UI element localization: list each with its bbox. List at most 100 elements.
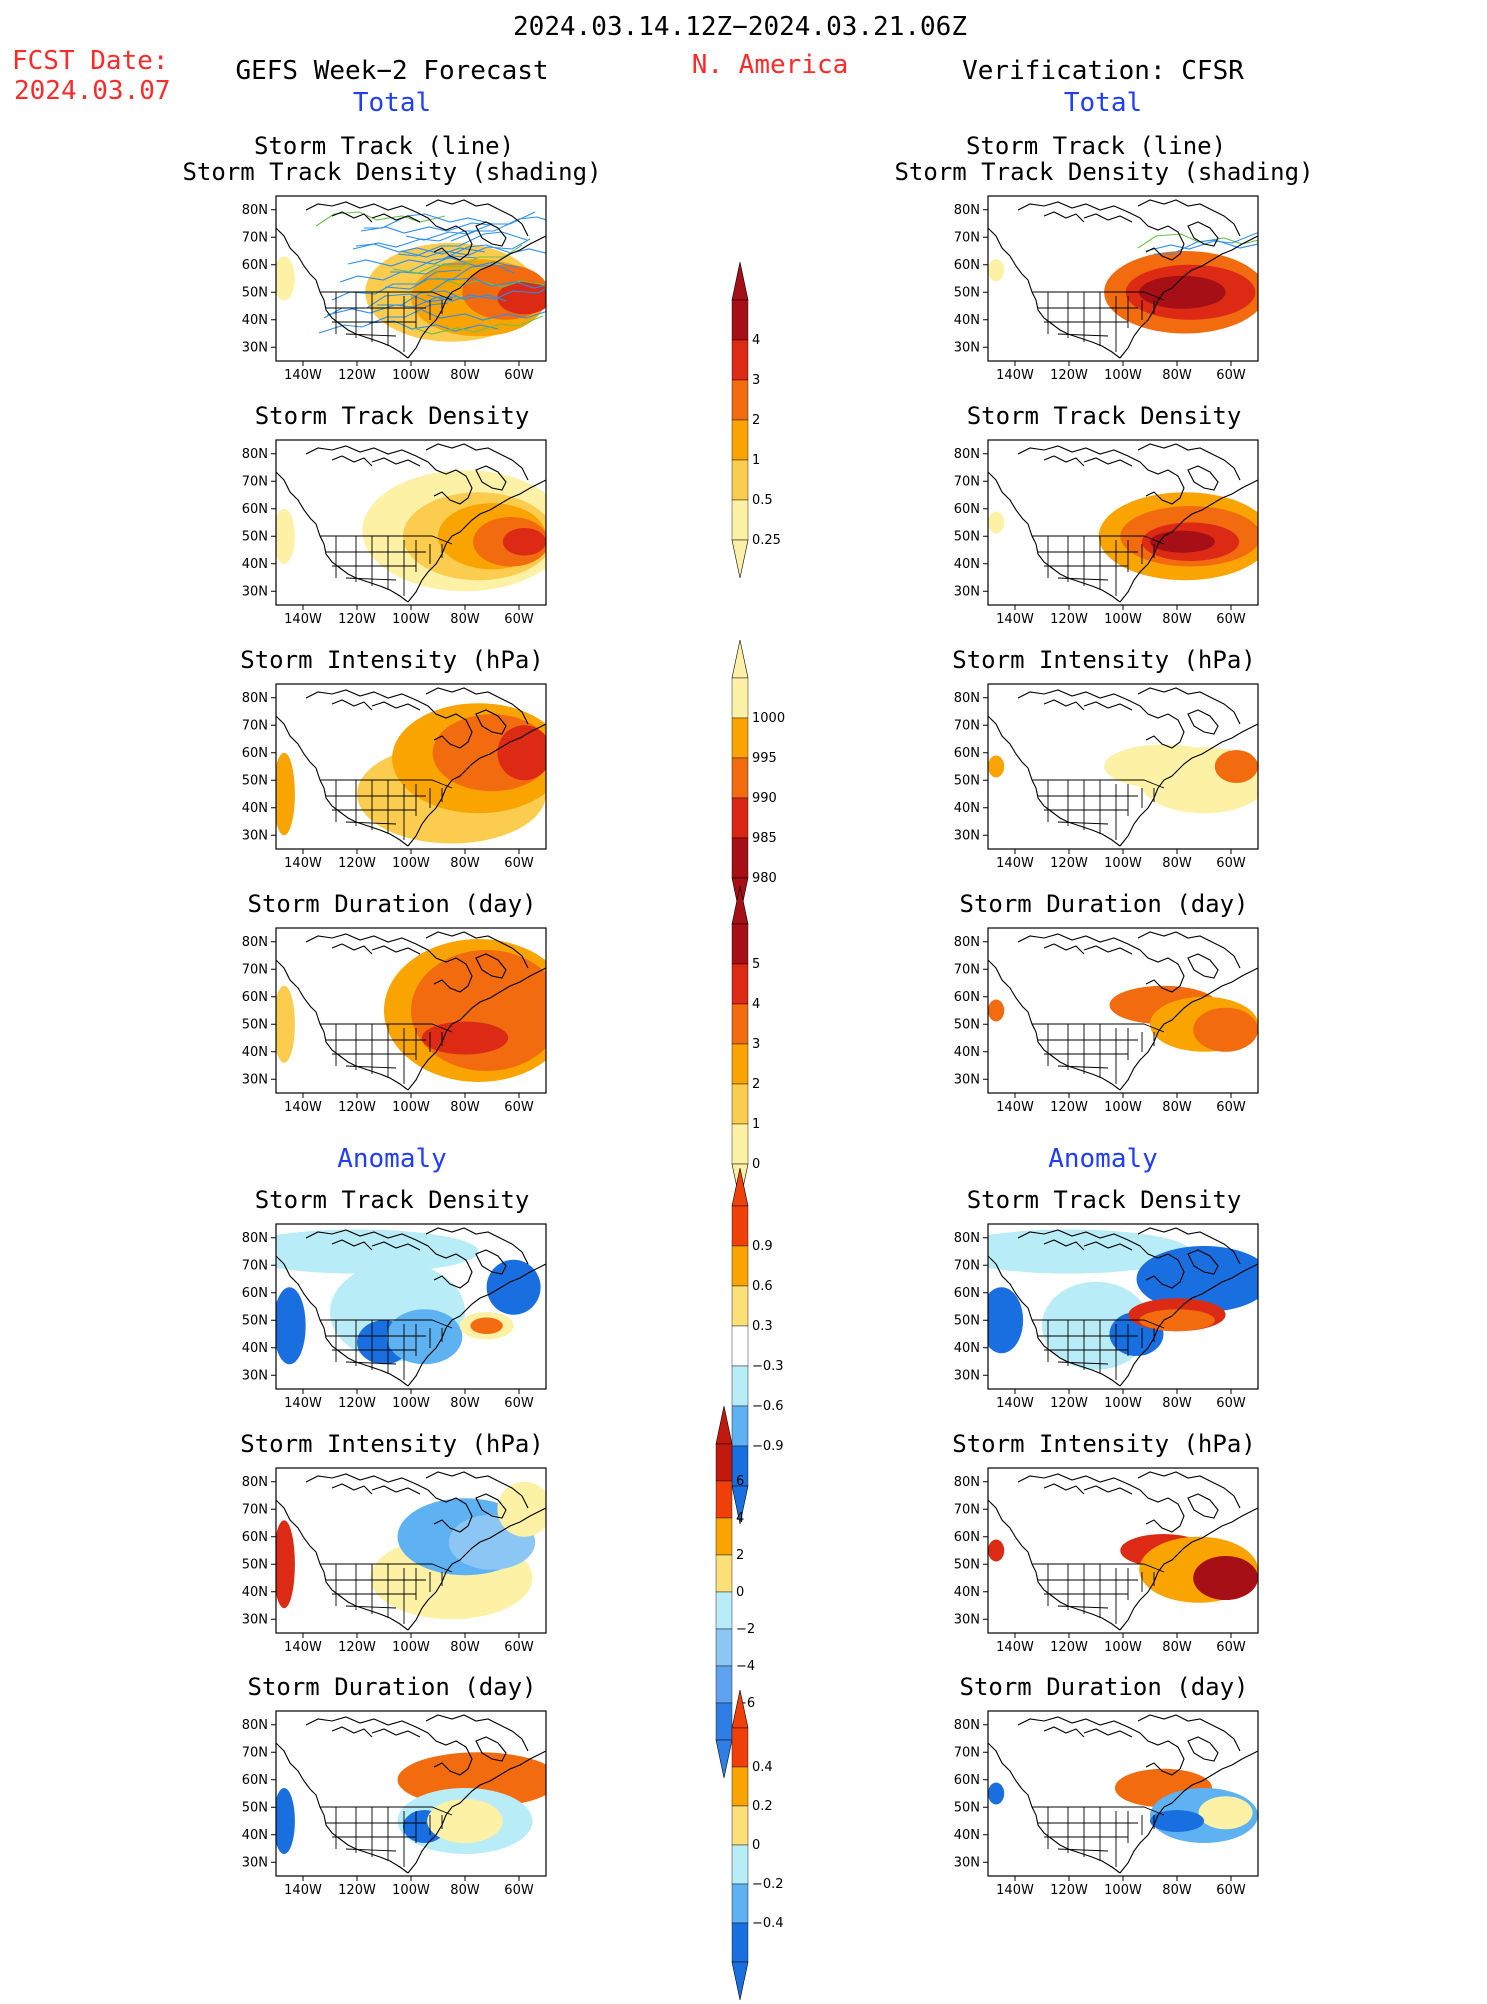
map-right-anom-intensity: 80N 70N 60N 50N 40N 30N 140W 120W 100W 80W 60W xyxy=(944,1467,1264,1659)
colorbar-swatch xyxy=(731,1844,749,1885)
colorbar-label: 1 xyxy=(752,453,760,468)
colorbar-label: 2 xyxy=(752,1077,760,1092)
colorbar-swatch xyxy=(731,379,749,421)
lon-label: 120W xyxy=(338,612,376,627)
colorbar-swatch xyxy=(731,923,749,965)
lon-label: 120W xyxy=(338,1883,376,1898)
lon-label: 140W xyxy=(996,856,1034,871)
lon-label: 120W xyxy=(1050,856,1088,871)
lon-label: 100W xyxy=(392,612,430,627)
lat-label: 50N xyxy=(242,1313,268,1328)
colorbar-swatch xyxy=(731,1123,749,1165)
colorbar-swatch xyxy=(731,1285,749,1327)
lon-label: 80W xyxy=(450,856,480,871)
shading-region xyxy=(1139,1309,1215,1332)
colorbar-duration: 5 4 3 2 1 0 xyxy=(712,885,792,1206)
lon-label: 100W xyxy=(1104,1100,1142,1115)
lat-label: 50N xyxy=(954,1017,980,1032)
colorbar-svg: 1000 995 990 985 980 xyxy=(731,639,785,917)
shading-region xyxy=(276,985,295,1063)
fcst-date-label: FCST Date: xyxy=(12,46,169,76)
panel-title-density: Storm Track Density xyxy=(966,402,1242,430)
colorbar-label: 990 xyxy=(752,791,777,806)
lat-label: 50N xyxy=(954,285,980,300)
shading-region xyxy=(988,1287,1024,1354)
colorbar-label: 6 xyxy=(736,1474,744,1489)
lat-label: 30N xyxy=(954,584,980,599)
fcst-date-value: 2024.03.07 xyxy=(14,76,171,106)
lat-label: 60N xyxy=(242,502,268,517)
lat-label: 60N xyxy=(242,1773,268,1788)
lon-label: 140W xyxy=(996,1100,1034,1115)
map-left-anom-density: 80N 70N 60N 50N 40N 30N 140W 120W 100W 80W 60W xyxy=(232,1223,552,1415)
lat-label: 50N xyxy=(242,1557,268,1572)
lat-label: 80N xyxy=(954,1475,980,1490)
lat-label: 80N xyxy=(242,1718,268,1733)
verification-title: Verification: CFSR xyxy=(962,56,1244,86)
colorbar-swatch xyxy=(715,1443,733,1482)
colorbar-swatch xyxy=(731,717,749,759)
shading-region xyxy=(276,256,295,301)
lat-label: 80N xyxy=(242,447,268,462)
lon-label: 120W xyxy=(1050,1100,1088,1115)
lon-label: 60W xyxy=(504,1640,534,1655)
map-left-track: 80N 70N 60N 50N 40N 30N 140W 120W 100W 80W 60W xyxy=(232,195,552,387)
lat-label: 60N xyxy=(242,1530,268,1545)
colorbar-swatch xyxy=(731,1805,749,1846)
lon-label: 80W xyxy=(450,1640,480,1655)
colorbar-swatch xyxy=(731,677,749,719)
shading-region xyxy=(276,1520,295,1609)
colorbar-label: 0 xyxy=(752,1838,760,1853)
lat-label: 70N xyxy=(242,1745,268,1760)
colorbar-label: −0.2 xyxy=(752,1877,784,1892)
lon-label: 60W xyxy=(504,612,534,627)
lat-label: 30N xyxy=(242,340,268,355)
lon-label: 120W xyxy=(338,368,376,383)
lon-label: 60W xyxy=(1216,1100,1246,1115)
colorbar-svg: 0.9 0.6 0.3 −0.3 −0.6 −0.9 xyxy=(731,1167,784,1525)
lat-label: 80N xyxy=(954,691,980,706)
lat-label: 40N xyxy=(954,801,980,816)
map-right-anom-density: 80N 70N 60N 50N 40N 30N 140W 120W 100W 80W 60W xyxy=(944,1223,1264,1415)
lat-label: 30N xyxy=(242,584,268,599)
colorbar-label: 995 xyxy=(752,751,777,766)
shading-region xyxy=(497,725,546,781)
total-label-right: Total xyxy=(1063,88,1143,118)
shading-region xyxy=(502,528,546,556)
map-svg: 80N 70N 60N 50N 40N 30N 140W 120W 100W 80W 60W xyxy=(242,927,547,1115)
lat-label: 40N xyxy=(954,313,980,328)
lat-label: 60N xyxy=(242,990,268,1005)
lon-label: 60W xyxy=(504,1396,534,1411)
lon-label: 120W xyxy=(338,1100,376,1115)
panel-title-anom-intensity: Storm Intensity (hPa) xyxy=(952,1430,1256,1458)
lat-label: 60N xyxy=(242,746,268,761)
map-right-track: 80N 70N 60N 50N 40N 30N 140W 120W 100W 80W 60W xyxy=(944,195,1264,387)
colorbar-swatch xyxy=(731,1083,749,1125)
lon-label: 140W xyxy=(996,1640,1034,1655)
panel-title-duration: Storm Duration (day) xyxy=(959,890,1249,918)
lon-label: 120W xyxy=(1050,1396,1088,1411)
colorbar-swatch xyxy=(731,1043,749,1085)
lon-label: 100W xyxy=(1104,1640,1142,1655)
lon-label: 120W xyxy=(1050,612,1088,627)
panel-title-track-shading: Storm Track Density (shading) xyxy=(894,158,1314,186)
lon-label: 100W xyxy=(1104,1883,1142,1898)
lon-label: 60W xyxy=(1216,1883,1246,1898)
lon-label: 80W xyxy=(450,368,480,383)
colorbar-swatch xyxy=(715,1517,733,1556)
lon-label: 80W xyxy=(1162,1100,1192,1115)
panel-title-track-line: Storm Track (line) xyxy=(965,132,1227,160)
lat-label: 60N xyxy=(954,1530,980,1545)
lat-label: 50N xyxy=(954,1800,980,1815)
colorbar-swatch xyxy=(731,1883,749,1924)
lon-label: 60W xyxy=(1216,368,1246,383)
shading-region xyxy=(421,1021,509,1055)
colorbar-swatch xyxy=(731,339,749,381)
colorbar-label: 4 xyxy=(752,997,760,1012)
shading-region xyxy=(988,755,1005,778)
lat-label: 30N xyxy=(954,828,980,843)
lat-label: 70N xyxy=(242,718,268,733)
colorbar-swatch xyxy=(731,963,749,1005)
colorbar-swatch xyxy=(715,1554,733,1593)
colorbar-label: −4 xyxy=(736,1659,755,1674)
